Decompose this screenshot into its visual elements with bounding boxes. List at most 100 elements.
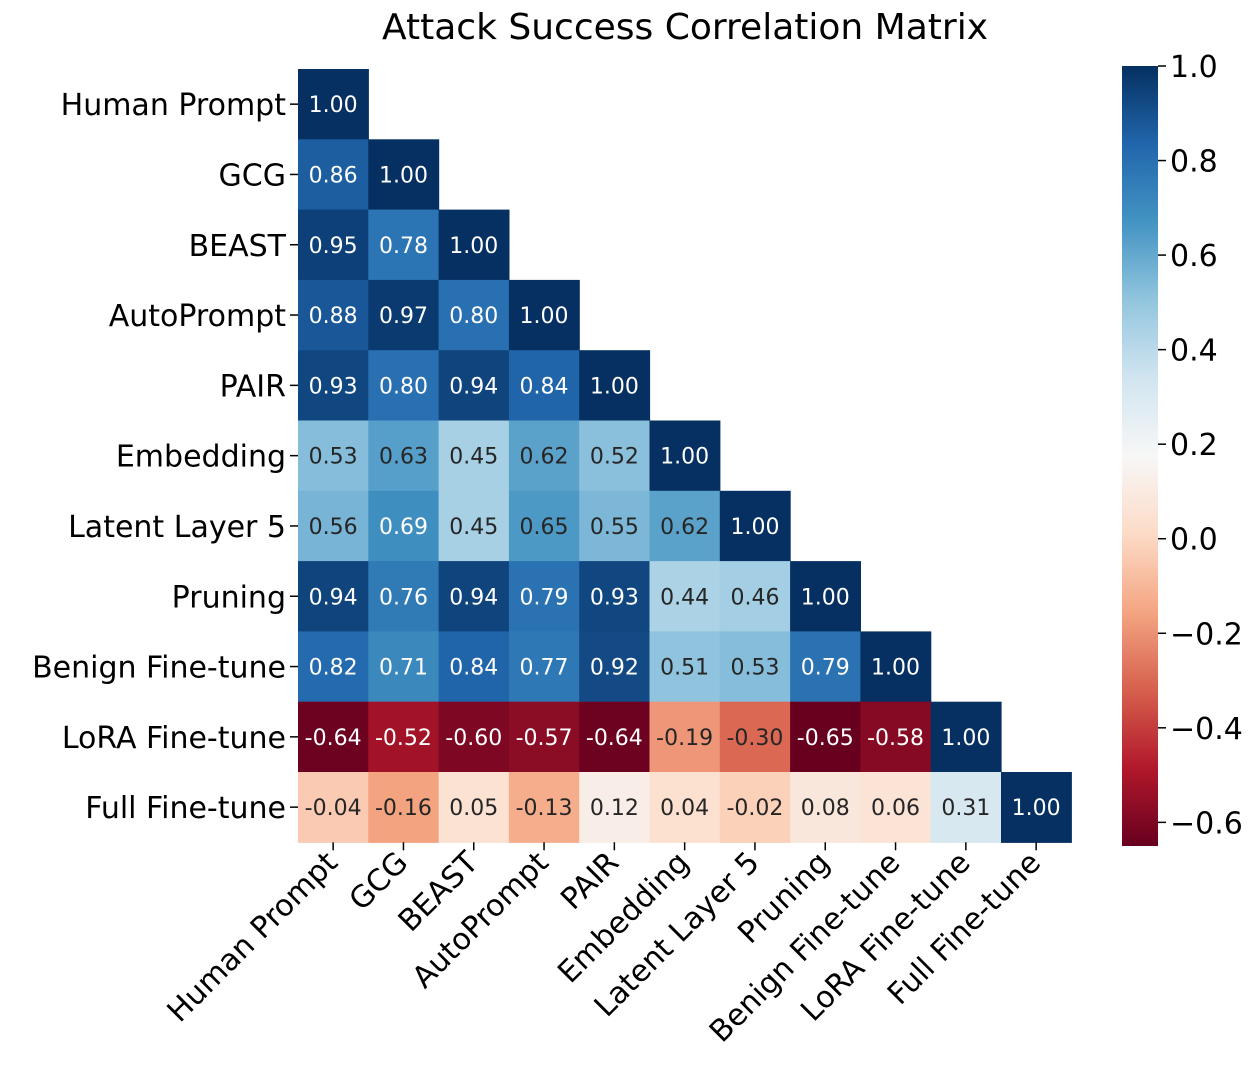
cell-value-label: 0.84 [520,374,569,399]
cell-value-label: 1.00 [941,726,990,751]
cell-value-label: 0.04 [660,796,709,821]
cell-value-label: 0.71 [379,656,428,681]
heatmap-cell [1001,772,1072,843]
colorbar-gradient [1122,66,1158,846]
colorbar-tick-label: 0.0 [1170,523,1218,558]
cell-value-label: 1.00 [379,163,428,188]
cell-value-label: 0.44 [660,585,709,610]
cell-value-label: 0.06 [871,796,920,821]
y-tick-label: PAIR [220,369,286,404]
colorbar: 1.0 0.8 0.6 0.4 0.2 0.0 −0.2 −0.4 −0.6 [1122,50,1243,846]
heatmap-cell [579,420,651,492]
heatmap-cell [368,561,440,632]
cell-value-label: 0.94 [449,374,498,399]
y-axis-labels: Human Prompt GCG BEAST AutoPrompt PAIR Embedd… [32,88,298,826]
heatmap-cells: 1.00 0.86 1.00 0.95 0.78 1.00 0.88 0.97 0.80 1.00… [298,69,1072,843]
cell-value-label: 0.65 [520,515,569,540]
cell-value-label: 0.79 [801,656,850,681]
heatmap-cell [649,490,721,562]
heatmap-cell [649,561,721,632]
cell-value-label: -0.13 [516,796,573,821]
x-tick-label: Human Prompt [161,845,345,1029]
heatmap-cell [298,772,369,843]
cell-value-label: 0.55 [590,515,639,540]
cell-value-label: 0.97 [379,304,428,329]
heatmap-cell [368,209,440,281]
cell-value-label: 0.95 [309,234,358,259]
y-tick-label: LoRA Fine-tune [62,721,286,756]
heatmap-cell [508,420,580,492]
heatmap-cell [298,139,369,211]
heatmap-cell [368,701,440,773]
colorbar-tick-label: −0.4 [1170,712,1243,747]
heatmap-cell [368,350,440,422]
heatmap-cell [438,279,510,351]
cell-value-label: 1.00 [801,585,850,610]
heatmap-cell [930,772,1002,843]
cell-value-label: -0.16 [375,796,432,821]
cell-value-label: 0.94 [309,585,358,610]
cell-value-label: -0.64 [586,726,643,751]
heatmap-cell [368,772,440,843]
y-tick-label: Full Fine-tune [85,791,286,826]
y-tick-label: Benign Fine-tune [32,651,286,686]
heatmap-cell [649,420,721,492]
heatmap-cell [579,631,651,703]
heatmap-cell [298,69,369,140]
cell-value-label: -0.04 [305,796,362,821]
y-tick-label: Pruning [172,580,286,615]
heatmap-cell [438,561,510,632]
cell-value-label: 0.79 [520,585,569,610]
colorbar-tick-label: 0.6 [1170,239,1218,274]
x-axis-labels: Human PromptGCGBEASTAutoPromptPAIREmbedd… [161,842,1048,1050]
cell-value-label: 1.00 [730,515,779,540]
heatmap-cell [508,701,580,773]
cell-value-label: 0.84 [449,656,498,681]
heatmap-cell [438,490,510,562]
cell-value-label: 0.92 [590,656,639,681]
heatmap-cell [298,350,369,422]
heatmap-cell [508,350,580,422]
cell-value-label: 0.45 [449,445,498,470]
cell-value-label: 0.08 [801,796,850,821]
heatmap-cell [438,420,510,492]
cell-value-label: 0.80 [449,304,498,329]
colorbar-tick-label: 0.2 [1170,428,1218,463]
heatmap-cell [860,701,932,773]
heatmap-cell [368,490,440,562]
y-tick-label: BEAST [189,229,287,264]
cell-value-label: 0.86 [309,163,358,188]
heatmap-cell [508,561,580,632]
cell-value-label: -0.60 [445,726,502,751]
heatmap-cell [719,490,791,562]
heatmap-cell [649,631,721,703]
heatmap-cell [930,701,1002,773]
heatmap-cell [368,139,440,211]
y-tick-label: Embedding [116,440,286,475]
cell-value-label: 0.12 [590,796,639,821]
cell-value-label: 1.00 [309,93,358,118]
colorbar-tick-label: 0.4 [1170,334,1218,369]
heatmap-cell [649,701,721,773]
heatmap-cell [368,420,440,492]
cell-value-label: -0.02 [726,796,783,821]
heatmap-cell [438,772,510,843]
heatmap-cell [298,561,369,632]
y-tick-label: GCG [219,158,286,193]
heatmap-cell [790,561,861,632]
heatmap-cell [508,772,580,843]
heatmap-cell [298,279,369,351]
heatmap-cell [719,772,791,843]
cell-value-label: 0.63 [379,445,428,470]
cell-value-label: 0.77 [520,656,569,681]
cell-value-label: 0.80 [379,374,428,399]
heatmap-cell [368,279,440,351]
heatmap-cell [298,420,369,492]
cell-value-label: 0.88 [309,304,358,329]
heatmap-cell [298,631,369,703]
heatmap-cell [579,350,651,422]
heatmap-cell [368,631,440,703]
heatmap-cell [579,561,651,632]
cell-value-label: -0.65 [797,726,854,751]
